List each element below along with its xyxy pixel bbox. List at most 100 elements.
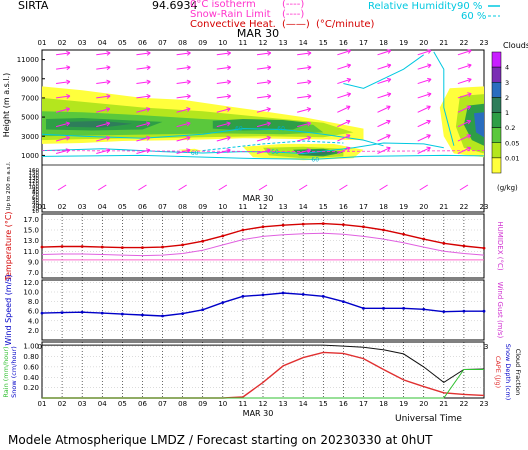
wind-arrow-head (145, 107, 151, 112)
series-point (382, 306, 385, 310)
series-point (301, 293, 305, 296)
cloud-core-left2 (66, 120, 133, 128)
height-tick: 5000 (21, 114, 39, 122)
y-tick-label: 6.0 (28, 308, 39, 316)
wind-arrow-head (346, 77, 352, 83)
hour-tick-label: 11 (238, 203, 247, 211)
humidity-legend: Relative Humidity 90 %60 % (368, 1, 500, 22)
hour-tick-label: 20 (419, 400, 428, 408)
hour-tick-label: 23 (480, 39, 489, 47)
humidity-contour-right (433, 51, 455, 146)
wind-arrow (216, 122, 231, 128)
wind-arrow (297, 136, 311, 142)
wind-arrow-head (306, 135, 312, 141)
wind-arrow (136, 149, 151, 154)
hour-tick-label: 08 (178, 203, 187, 211)
wind-arrow (417, 64, 432, 70)
rain-axis-label: Rain (mm/hour) (2, 346, 10, 397)
wind-arrow-low (57, 184, 67, 191)
hour-tick-label: 09 (198, 400, 207, 408)
humidity-contour-upper (343, 54, 424, 89)
wind-arrow (55, 122, 70, 128)
snow-depth-axis-label: Snow Depth (cm) (504, 344, 512, 400)
hour-tick-label: 10 (218, 203, 227, 211)
hour-tick-label: 12 (259, 400, 268, 408)
wind-arrow (216, 81, 231, 85)
wind-arrow (96, 122, 110, 128)
wind-arrow-head (426, 105, 431, 110)
hour-tick-label: 22 (459, 400, 468, 408)
wind-arrow (216, 66, 231, 70)
contour-label: 60 (277, 126, 285, 133)
wind-arrow-head (105, 107, 111, 112)
wind-arrow (56, 95, 71, 99)
y-tick-label: 0.40 (23, 374, 39, 382)
hour-tick-label: 14 (299, 400, 308, 408)
series-line (41, 232, 485, 257)
hour-tick-label: 21 (439, 203, 448, 211)
wind-arrow (377, 134, 391, 142)
wind-arrow (55, 108, 70, 113)
series-point (281, 223, 285, 227)
wind-arrow-head (65, 107, 70, 112)
humidity-label: Relative Humidity (368, 1, 457, 12)
wind-gust-axis-label: Wind Gust (m/s) (496, 282, 504, 339)
wind-arrow-head (427, 63, 432, 69)
wind-arrow-head (306, 107, 312, 112)
wind-arrow-head (346, 105, 351, 110)
wind-arrow-head (266, 121, 271, 127)
low-height-axis-label: Up to 200 m a.s.l. (6, 161, 12, 210)
wind-arrow (256, 66, 271, 70)
wind-arrow (176, 95, 191, 99)
wind-arrow-head (186, 107, 191, 112)
wind-arrow-head (386, 49, 392, 54)
hour-tick-label: 03 (78, 39, 87, 47)
series-point (301, 222, 305, 226)
series-point (442, 241, 446, 245)
cloud-fraction-axis-label: Cloud Fraction (514, 349, 522, 396)
y-tick-label: 15.0 (23, 227, 39, 235)
clouds-scale-cell (491, 112, 502, 128)
wind-arrow (417, 147, 431, 154)
low-height-tick: 90 (32, 187, 39, 193)
wind-arrow-head (226, 135, 231, 141)
y-tick-label: 8.0 (28, 298, 39, 306)
hour-tick-label: 17 (359, 400, 368, 408)
low-height-tick: 160 (29, 168, 40, 174)
wind-arrow-head (66, 50, 71, 56)
wind-arrow-head (146, 79, 151, 85)
y-tick-label: 4.0 (28, 317, 39, 325)
wind-arrow (176, 149, 191, 154)
wind-arrow-head (266, 50, 272, 56)
wind-arrow-head (266, 93, 272, 99)
date-label-bottom: MAR 30 (243, 409, 274, 418)
hour-tick-label: 09 (198, 39, 207, 47)
universal-time-label: Universal Time (395, 414, 462, 424)
hour-tick-label: 06 (138, 39, 147, 47)
wind-arrow (377, 93, 392, 99)
hour-tick-label: 19 (399, 203, 408, 211)
precipitation-panel: 0.20 0.40 0.60 0.80 1.00 Rain (mm/hour) Snow (… (2, 341, 522, 418)
hour-tick-label: 08 (178, 39, 187, 47)
wind-arrow (176, 122, 191, 128)
y-tick-label: 0.60 (23, 363, 39, 371)
wind-arrow (216, 108, 231, 113)
series-point (382, 228, 385, 232)
wind-arrow (216, 52, 231, 56)
wind-arrow-head (65, 135, 70, 141)
hour-tick-label: 13 (279, 203, 288, 211)
height-axis-label: Height (m a.s.l.) (2, 73, 11, 138)
wind-arrow-low (258, 184, 268, 191)
wind-arrow (297, 122, 311, 128)
wind-arrow (377, 49, 392, 56)
series-point (241, 294, 245, 298)
wind-arrow-head (226, 93, 231, 99)
panel-frame (41, 213, 485, 279)
humidity-contour-low (41, 154, 485, 160)
wind-arrow-head (266, 79, 272, 85)
wind-arrow-head (105, 148, 111, 154)
series-point (422, 237, 426, 241)
wind-arrow (297, 81, 312, 85)
wind-arrow-head (66, 65, 71, 71)
low-height-tick: 130 (29, 176, 40, 182)
